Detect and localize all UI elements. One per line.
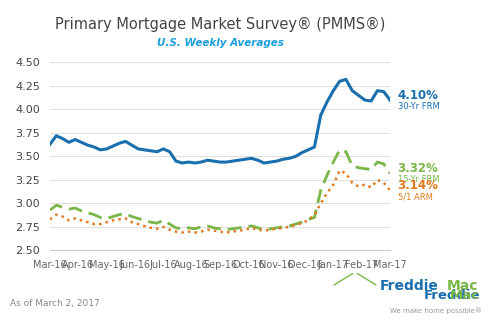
Text: 3.32%: 3.32% [398, 162, 438, 175]
Text: Primary Mortgage Market Survey® (PMMS®): Primary Mortgage Market Survey® (PMMS®) [55, 17, 385, 32]
Text: We make home possible®: We make home possible® [390, 307, 482, 314]
Text: Mac: Mac [450, 289, 480, 302]
Text: 3.14%: 3.14% [398, 179, 438, 192]
Text: As of March 2, 2017: As of March 2, 2017 [10, 299, 100, 308]
Text: 15-Yr FRM: 15-Yr FRM [398, 175, 439, 184]
Text: 5/1 ARM: 5/1 ARM [398, 192, 432, 201]
Text: Freddie: Freddie [380, 280, 438, 293]
Text: 4.10%: 4.10% [398, 89, 438, 102]
Text: Mac: Mac [448, 280, 479, 293]
Text: Freddie: Freddie [424, 289, 480, 302]
Text: 30-Yr FRM: 30-Yr FRM [398, 102, 440, 111]
Text: U.S. Weekly Averages: U.S. Weekly Averages [156, 38, 284, 48]
